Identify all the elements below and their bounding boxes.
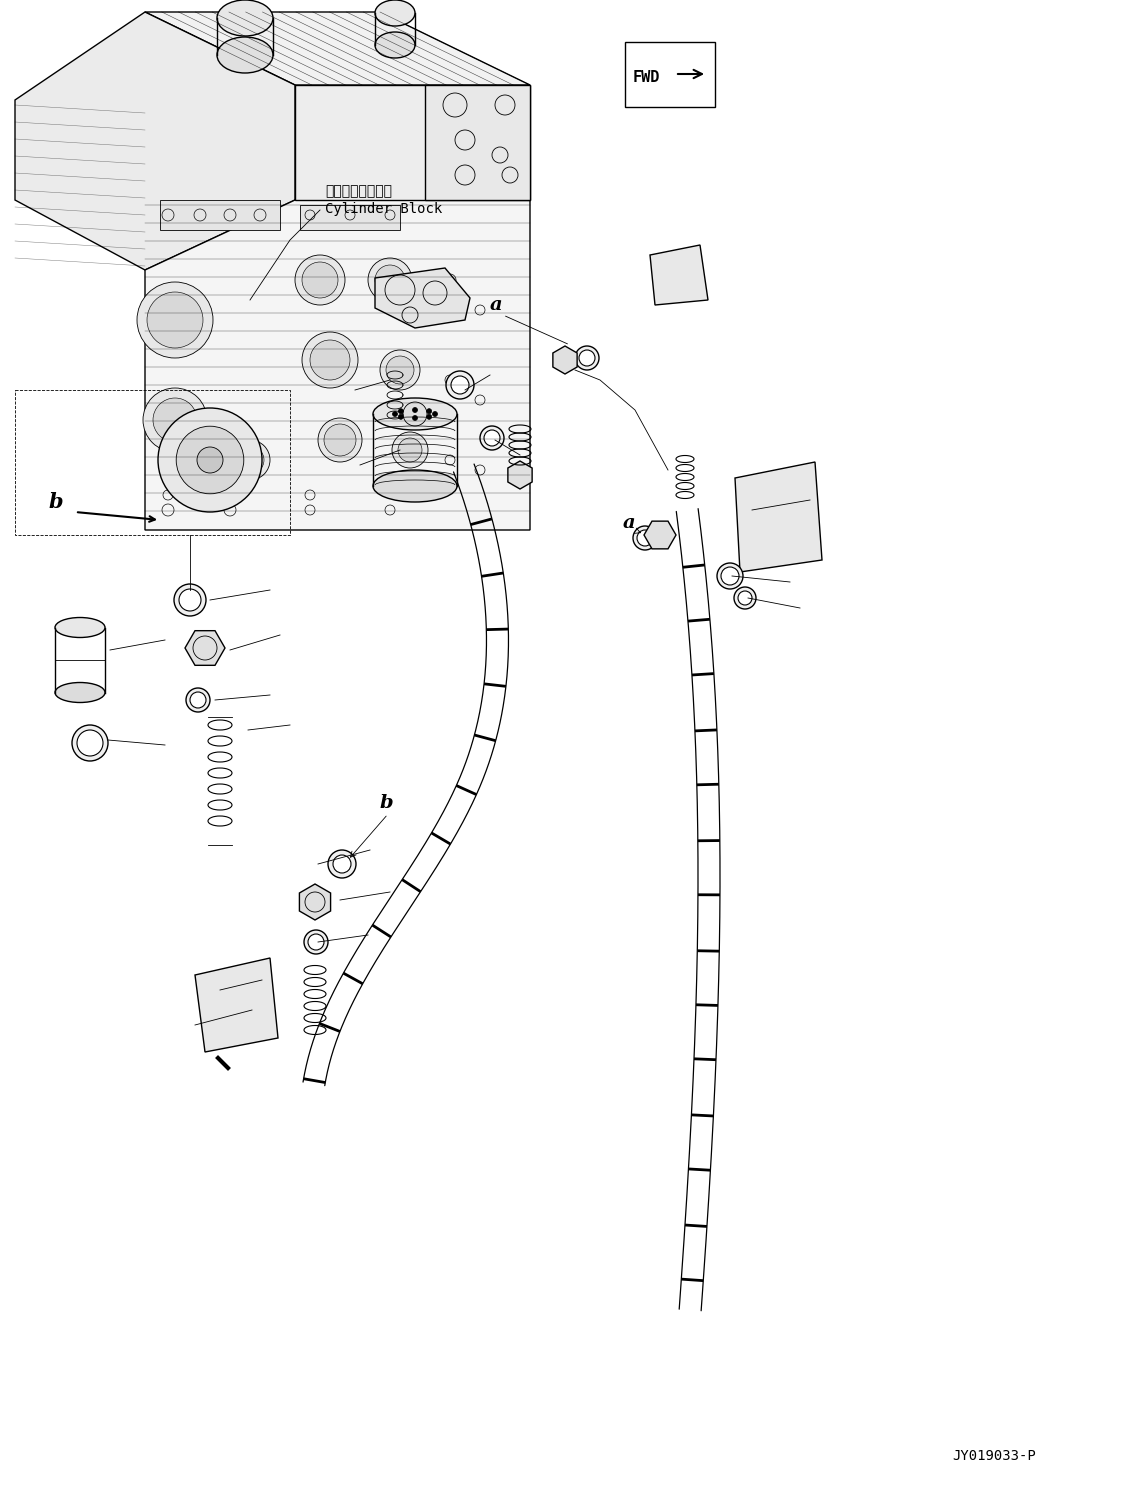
Circle shape — [186, 687, 210, 713]
Bar — [160, 200, 280, 230]
Polygon shape — [185, 631, 225, 665]
Text: FWD: FWD — [633, 70, 661, 85]
Circle shape — [302, 262, 338, 298]
Text: Cylinder Block: Cylinder Block — [325, 201, 443, 216]
Ellipse shape — [373, 470, 458, 502]
Ellipse shape — [375, 31, 415, 58]
Circle shape — [197, 447, 222, 473]
Circle shape — [432, 412, 437, 416]
Polygon shape — [145, 200, 531, 529]
Circle shape — [230, 440, 270, 480]
Circle shape — [738, 590, 752, 605]
Circle shape — [173, 584, 207, 616]
Circle shape — [191, 692, 207, 708]
Circle shape — [393, 432, 428, 468]
Circle shape — [403, 403, 427, 426]
Circle shape — [380, 350, 420, 391]
Circle shape — [480, 426, 504, 450]
Circle shape — [413, 416, 418, 420]
Text: b: b — [380, 795, 394, 813]
Bar — [300, 204, 400, 230]
Circle shape — [308, 933, 324, 950]
Circle shape — [446, 371, 474, 400]
Circle shape — [236, 446, 264, 474]
Polygon shape — [650, 245, 709, 306]
Circle shape — [721, 567, 739, 584]
Text: シリンダブロック: シリンダブロック — [325, 183, 393, 198]
Ellipse shape — [375, 0, 415, 25]
Polygon shape — [375, 268, 470, 328]
Circle shape — [386, 356, 414, 385]
Circle shape — [333, 854, 351, 874]
Circle shape — [451, 376, 469, 394]
Circle shape — [72, 725, 108, 760]
Circle shape — [302, 332, 358, 388]
Text: b: b — [48, 492, 63, 511]
Circle shape — [369, 258, 412, 303]
Circle shape — [734, 587, 756, 608]
Polygon shape — [195, 959, 278, 1053]
Circle shape — [304, 930, 327, 954]
Circle shape — [179, 589, 201, 611]
Circle shape — [375, 265, 405, 295]
Text: JY019033-P: JY019033-P — [952, 1449, 1036, 1463]
Ellipse shape — [373, 398, 458, 429]
Ellipse shape — [55, 683, 105, 702]
Circle shape — [310, 340, 350, 380]
Polygon shape — [553, 346, 577, 374]
Circle shape — [398, 438, 422, 462]
Circle shape — [413, 407, 418, 413]
Circle shape — [575, 346, 599, 370]
Circle shape — [147, 292, 203, 347]
Circle shape — [398, 409, 404, 413]
Circle shape — [153, 398, 197, 441]
Polygon shape — [296, 85, 531, 200]
Polygon shape — [735, 462, 822, 573]
Text: a: a — [623, 514, 636, 532]
Ellipse shape — [55, 617, 105, 638]
Circle shape — [427, 409, 431, 413]
Polygon shape — [299, 884, 331, 920]
Ellipse shape — [217, 37, 273, 73]
Ellipse shape — [217, 0, 273, 36]
Polygon shape — [424, 85, 531, 200]
Circle shape — [137, 282, 213, 358]
Circle shape — [484, 429, 500, 446]
Circle shape — [427, 414, 431, 419]
Circle shape — [318, 417, 362, 462]
Circle shape — [324, 423, 356, 456]
Polygon shape — [644, 522, 675, 549]
Circle shape — [717, 564, 743, 589]
Circle shape — [578, 350, 594, 365]
Circle shape — [327, 850, 356, 878]
Circle shape — [143, 388, 207, 452]
Circle shape — [393, 412, 397, 416]
Circle shape — [176, 426, 244, 494]
Polygon shape — [15, 12, 296, 270]
Text: a: a — [489, 297, 503, 315]
Circle shape — [296, 255, 345, 306]
Circle shape — [398, 414, 404, 419]
Polygon shape — [145, 12, 531, 85]
Circle shape — [637, 529, 653, 546]
Circle shape — [157, 409, 262, 511]
Circle shape — [633, 526, 657, 550]
Polygon shape — [508, 461, 532, 489]
Circle shape — [76, 731, 103, 756]
